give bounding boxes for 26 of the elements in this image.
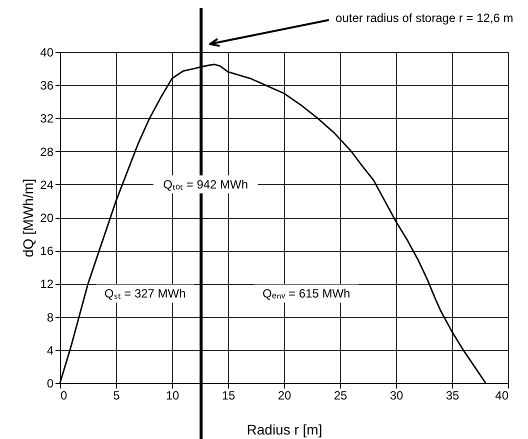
y-tick-label: 20	[40, 211, 54, 225]
annotation: Qₜₒₜ = 942 MWh	[163, 177, 248, 192]
x-tick-label: 40	[495, 388, 509, 402]
x-axis-title: Radius r [m]	[246, 422, 322, 438]
annotation: Qₛₜ = 327 MWh	[104, 286, 186, 301]
x-tick-label: 25	[334, 388, 348, 402]
ref-line-label: outer radius of storage r = 12,6 m	[336, 11, 514, 25]
y-tick-label: 24	[40, 178, 54, 192]
y-tick-label: 0	[46, 376, 54, 390]
x-tick-label: 5	[113, 388, 120, 402]
x-tick-label: 20	[278, 388, 292, 402]
y-tick-label: 40	[40, 46, 54, 60]
y-tick-label: 4	[46, 343, 54, 358]
y-axis-title: dQ [MWh/m]	[20, 178, 36, 258]
y-tick-label: 8	[46, 310, 54, 324]
y-tick-label: 28	[40, 144, 54, 159]
y-tick-label: 36	[40, 78, 54, 93]
x-tick-label: 0	[60, 388, 68, 402]
x-tick-label: 15	[222, 388, 236, 402]
y-tick-label: 32	[40, 112, 54, 126]
x-tick-label: 10	[166, 388, 180, 402]
x-tick-label: 35	[446, 388, 460, 402]
annotation: Qₑₙᵥ = 615 MWh	[262, 286, 350, 301]
y-tick-label: 12	[40, 277, 54, 292]
x-tick-label: 30	[390, 388, 404, 402]
y-tick-label: 16	[40, 244, 54, 258]
